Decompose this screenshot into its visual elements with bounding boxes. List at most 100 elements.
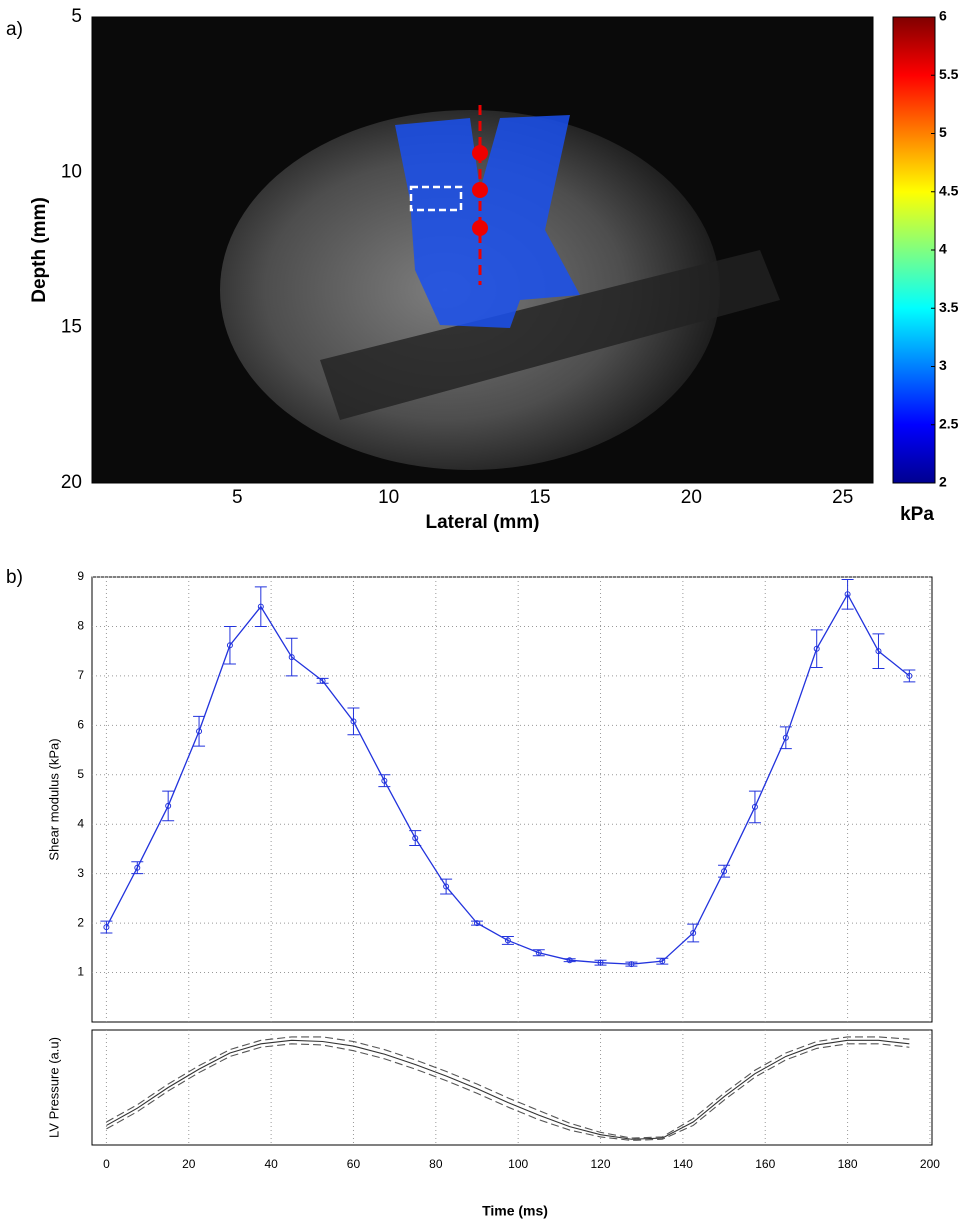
x-tick-label: 20	[681, 487, 702, 508]
data-point	[165, 802, 172, 809]
x-tick-label: 200	[920, 1157, 940, 1171]
y-tick-label: 1	[77, 965, 84, 979]
elasticity-overlay	[395, 115, 580, 328]
x-tick-label: 10	[378, 487, 399, 508]
x-tick-label: 60	[347, 1157, 361, 1171]
roi-point	[472, 182, 488, 198]
pressure-line	[106, 1036, 910, 1139]
data-point	[906, 672, 913, 679]
y-axis-label: Shear modulus (kPa)	[46, 738, 61, 860]
error-bar	[440, 878, 453, 895]
error-bar	[285, 637, 298, 677]
error-bar	[810, 629, 823, 668]
data-point	[103, 924, 110, 931]
data-point	[504, 937, 511, 944]
y-tick-label: 4	[77, 816, 84, 830]
error-bar	[563, 958, 576, 963]
axes-frame	[91, 1029, 933, 1146]
x-tick-label: 25	[832, 487, 853, 508]
data-point	[566, 957, 573, 964]
data-point	[659, 958, 666, 965]
roi-box	[409, 185, 463, 212]
axes-frame	[91, 576, 933, 1023]
error-bar	[841, 578, 854, 610]
data-point	[721, 868, 728, 875]
colorbar-tick-label: 4	[939, 241, 947, 257]
error-bar	[718, 864, 731, 878]
panel-label: b)	[6, 567, 23, 588]
error-bar	[316, 677, 329, 684]
colorbar-tick-label: 4.5	[939, 182, 959, 198]
data-point	[535, 949, 542, 956]
x-tick-label: 5	[232, 487, 243, 508]
pressure-line	[106, 1039, 910, 1140]
y-tick-label: 15	[61, 317, 82, 338]
y-tick-label: 3	[77, 866, 84, 880]
data-line	[105, 592, 910, 965]
data-point	[628, 961, 635, 968]
pressure-line	[106, 1043, 910, 1141]
data-point	[474, 920, 480, 927]
colorbar-tick-label: 3.5	[939, 299, 959, 315]
error-bar	[903, 669, 916, 683]
x-axis-label: Lateral (mm)	[425, 512, 539, 533]
data-point	[690, 930, 697, 936]
error-bar	[254, 586, 267, 627]
data-point	[443, 883, 450, 890]
axes-frame	[91, 16, 874, 484]
data-point	[844, 591, 851, 598]
error-bar	[131, 861, 144, 875]
error-bar	[223, 625, 236, 665]
y-axis-label: LV Pressure (a.u)	[46, 1037, 61, 1138]
y-tick-label: 6	[77, 718, 84, 732]
error-bar	[625, 961, 638, 967]
y-tick-label: 5	[77, 767, 84, 781]
x-tick-label: 80	[429, 1157, 443, 1171]
data-point	[350, 718, 357, 725]
x-tick-label: 180	[838, 1157, 858, 1171]
colorbar-tick-label: 3	[939, 357, 947, 373]
data-point	[751, 803, 758, 810]
data-point	[381, 777, 388, 784]
y-tick-label: 2	[77, 915, 84, 929]
x-tick-label: 15	[529, 487, 550, 508]
colorbar-tick-label: 5.5	[939, 66, 959, 82]
data-point	[597, 959, 604, 966]
data-point	[134, 864, 141, 871]
y-tick-label: 5	[71, 6, 82, 27]
x-tick-label: 0	[103, 1157, 110, 1171]
x-tick-label: 140	[673, 1157, 693, 1171]
error-bar	[779, 726, 792, 750]
tissue-dark	[320, 250, 780, 420]
data-point	[813, 645, 820, 652]
colorbar-tick-label: 5	[939, 124, 947, 140]
data-point	[226, 642, 233, 649]
colorbar-label: kPa	[900, 504, 934, 525]
y-tick-label: 8	[77, 619, 84, 633]
data-point	[288, 654, 295, 661]
error-bar	[872, 633, 885, 669]
data-point	[196, 728, 203, 735]
colorbar-tick-label: 2.5	[939, 415, 959, 431]
y-axis-label: Depth (mm)	[29, 197, 50, 303]
x-tick-label: 20	[182, 1157, 196, 1171]
roi-point	[472, 220, 488, 236]
data-point	[257, 603, 264, 610]
y-tick-label: 7	[77, 668, 84, 682]
data-point	[412, 835, 419, 842]
x-tick-label: 40	[264, 1157, 278, 1171]
data-point	[319, 677, 326, 684]
error-bar	[193, 715, 206, 747]
roi-point	[472, 145, 488, 161]
error-bar	[687, 923, 700, 943]
y-tick-label: 20	[61, 472, 82, 493]
error-bar	[100, 920, 113, 934]
error-bar	[347, 707, 360, 736]
error-bar	[378, 774, 391, 788]
error-bar	[162, 790, 175, 822]
data-point	[782, 734, 789, 741]
y-tick-label: 9	[77, 569, 84, 583]
colorbar	[892, 16, 936, 484]
error-bar	[748, 790, 761, 824]
